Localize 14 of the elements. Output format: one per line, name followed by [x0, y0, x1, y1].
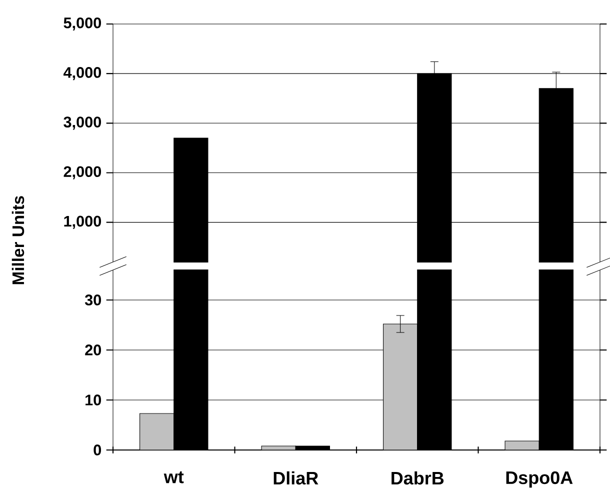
y-tick-label: 5,000	[64, 17, 101, 31]
y-tick-label: 2,000	[64, 166, 101, 180]
y-tick-label: 3,000	[64, 116, 101, 130]
x-tick-label: DabrB	[392, 471, 444, 485]
y-tick-label: 20	[85, 344, 102, 356]
y-tick-label: 1,000	[64, 216, 101, 229]
x-tick-label: wt	[164, 471, 184, 484]
y-axis-title: Miller Units	[12, 196, 24, 284]
x-tick-label: Dspo0A	[506, 471, 573, 488]
x-tick-label: DliaR	[274, 471, 318, 485]
y-tick-label: 0	[94, 444, 102, 456]
y-tick-label: 4,000	[63, 67, 101, 80]
y-tick-label: 30	[84, 294, 102, 306]
y-tick-label: 10	[86, 394, 102, 406]
